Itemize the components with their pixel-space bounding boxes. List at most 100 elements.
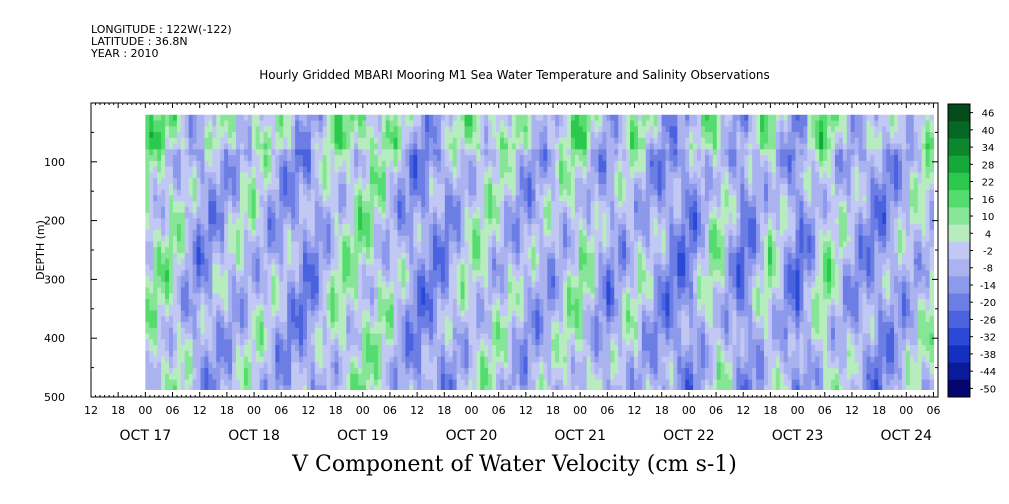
heatmap-cell bbox=[299, 178, 304, 185]
heatmap-cell bbox=[381, 281, 387, 289]
heatmap-cell bbox=[405, 201, 410, 208]
heatmap-cell bbox=[405, 333, 410, 340]
heatmap-cell bbox=[291, 258, 296, 266]
heatmap-cell bbox=[334, 218, 340, 225]
heatmap-cell bbox=[444, 189, 450, 196]
heatmap-cell bbox=[413, 287, 418, 294]
heatmap-cell bbox=[346, 206, 351, 214]
heatmap-cell bbox=[401, 339, 407, 346]
heatmap-cell bbox=[287, 212, 292, 219]
heatmap-cell bbox=[196, 155, 202, 162]
heatmap-cell bbox=[515, 224, 521, 231]
heatmap-cell bbox=[224, 247, 229, 254]
heatmap-cell bbox=[259, 178, 265, 185]
heatmap-cell bbox=[377, 287, 383, 294]
heatmap-cell bbox=[369, 247, 375, 254]
heatmap-cell bbox=[247, 143, 253, 150]
heatmap-cell bbox=[180, 172, 186, 179]
heatmap-cell bbox=[456, 362, 462, 369]
heatmap-cell bbox=[519, 293, 525, 300]
heatmap-cell bbox=[228, 201, 233, 208]
heatmap-cell bbox=[496, 149, 501, 156]
heatmap-cell bbox=[153, 373, 158, 381]
latitude-label: LATITUDE : 36.8N bbox=[91, 35, 188, 48]
heatmap-cell bbox=[429, 201, 434, 208]
heatmap-cell bbox=[259, 189, 265, 196]
heatmap-cell bbox=[511, 218, 517, 225]
heatmap-cell bbox=[310, 287, 316, 294]
heatmap-cell bbox=[299, 195, 304, 202]
heatmap-cell bbox=[299, 149, 304, 156]
heatmap-cell bbox=[161, 206, 166, 214]
heatmap-cell bbox=[417, 120, 422, 127]
heatmap-cell bbox=[243, 201, 249, 208]
heatmap-cell bbox=[188, 322, 194, 329]
heatmap-cell bbox=[354, 143, 359, 150]
heatmap-cell bbox=[235, 183, 241, 191]
heatmap-cell bbox=[216, 252, 221, 260]
heatmap-cell bbox=[192, 212, 198, 219]
heatmap-cell bbox=[149, 339, 154, 346]
heatmap-cell bbox=[452, 212, 458, 219]
heatmap-cell bbox=[433, 195, 438, 202]
heatmap-cell bbox=[464, 218, 470, 225]
heatmap-cell bbox=[547, 132, 552, 139]
heatmap-cell bbox=[547, 339, 552, 346]
heatmap-cell bbox=[161, 114, 166, 122]
heatmap-cell bbox=[200, 166, 206, 173]
heatmap-cell bbox=[503, 333, 509, 340]
heatmap-cell bbox=[271, 339, 276, 346]
heatmap-cell bbox=[448, 160, 454, 168]
heatmap-cell bbox=[531, 132, 537, 139]
heatmap-cell bbox=[535, 293, 541, 300]
heatmap-cell bbox=[464, 235, 470, 243]
heatmap-cell bbox=[161, 258, 166, 266]
heatmap-cell bbox=[153, 385, 158, 390]
heatmap-cell bbox=[176, 126, 182, 133]
heatmap-cell bbox=[176, 310, 182, 317]
heatmap-cell bbox=[228, 212, 233, 219]
heatmap-cell bbox=[326, 183, 332, 191]
heatmap-cell bbox=[373, 229, 379, 237]
heatmap-cell bbox=[460, 293, 466, 300]
heatmap-cell bbox=[247, 379, 253, 386]
heatmap-cell bbox=[413, 166, 418, 173]
heatmap-cell bbox=[515, 299, 521, 306]
heatmap-cell bbox=[535, 206, 541, 214]
heatmap-cell bbox=[338, 195, 343, 202]
heatmap-cell bbox=[145, 258, 150, 266]
heatmap-cell bbox=[492, 379, 497, 386]
heatmap-cell bbox=[279, 293, 284, 300]
heatmap-cell bbox=[145, 178, 150, 185]
heatmap-cell bbox=[259, 206, 265, 214]
heatmap-cell bbox=[507, 120, 513, 127]
heatmap-cell bbox=[460, 189, 466, 196]
heatmap-cell bbox=[161, 235, 166, 243]
heatmap-cell bbox=[452, 224, 458, 231]
heatmap-cell bbox=[306, 155, 312, 162]
heatmap-cell bbox=[381, 316, 387, 323]
heatmap-cell bbox=[496, 218, 501, 225]
heatmap-cell bbox=[362, 339, 367, 346]
heatmap-cell bbox=[338, 322, 343, 329]
heatmap-cell bbox=[275, 218, 280, 225]
heatmap-cell bbox=[377, 212, 383, 219]
heatmap-cell bbox=[440, 137, 446, 145]
heatmap-cell bbox=[330, 258, 336, 266]
heatmap-cell bbox=[421, 206, 426, 214]
heatmap-cell bbox=[381, 166, 387, 173]
heatmap-cell bbox=[176, 166, 182, 173]
heatmap-cell bbox=[456, 201, 462, 208]
heatmap-cell bbox=[184, 339, 190, 346]
heatmap-cell bbox=[180, 201, 186, 208]
heatmap-cell bbox=[208, 287, 213, 294]
heatmap-cell bbox=[468, 120, 474, 127]
heatmap-cell bbox=[342, 368, 347, 375]
heatmap-cell bbox=[342, 224, 347, 231]
heatmap-cell bbox=[500, 258, 505, 266]
heatmap-cell bbox=[480, 137, 485, 145]
heatmap-cell bbox=[539, 379, 544, 386]
heatmap-cell bbox=[161, 178, 166, 185]
heatmap-cell bbox=[436, 264, 442, 271]
heatmap-cell bbox=[279, 183, 284, 191]
